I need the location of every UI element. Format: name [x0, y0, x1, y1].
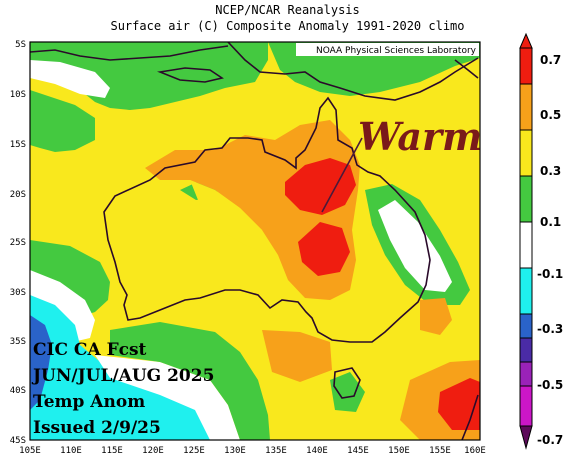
lon-label: 145E	[347, 446, 369, 456]
lat-label: 40S	[10, 386, 26, 396]
colorbar-swatch	[519, 385, 533, 427]
australia-coastline	[103, 96, 431, 343]
anomaly-band-green-south	[110, 322, 270, 440]
forecast-line-2: JUN/JUL/AUG 2025	[31, 366, 214, 386]
anomaly-band-cyan-southwest	[30, 295, 215, 440]
colorbar-swatch	[519, 129, 533, 177]
anomaly-band-yellow-interior	[190, 180, 270, 255]
anomaly-band-blue-southwest	[30, 315, 52, 410]
lat-label: 25S	[10, 238, 26, 248]
longitude-labels: 105E 110E 115E 120E 125E 130E 135E 140E …	[19, 446, 486, 456]
colorbar-label: -0.7	[537, 433, 563, 447]
anomaly-band-white-south	[95, 355, 240, 440]
credit-box	[296, 43, 479, 56]
coastlines	[30, 42, 479, 440]
lon-label: 110E	[60, 446, 82, 456]
lat-label: 35S	[10, 337, 26, 347]
lon-label: 160E	[464, 446, 486, 456]
colorbar-label: -0.1	[537, 267, 563, 281]
anomaly-band-green-west	[30, 90, 95, 152]
anomaly-band-white-east	[378, 200, 452, 292]
anomaly-band-green-tasman	[330, 372, 365, 412]
colorbar-swatch	[519, 83, 533, 131]
colorbar-swatch	[519, 47, 533, 85]
lat-label: 10S	[10, 90, 26, 100]
latitude-labels: 5S 10S 15S 20S 25S 30S 35S 40S 45S	[10, 40, 26, 446]
warm-pointer-line	[321, 137, 363, 213]
anomaly-core-red-north	[285, 158, 356, 215]
colorbar-swatch	[519, 313, 533, 339]
anomaly-core-red-southeast	[438, 378, 480, 430]
tasmania-coastline	[333, 367, 361, 399]
lon-label: 135E	[265, 446, 287, 456]
anomaly-band-orange-south	[262, 330, 332, 382]
anomaly-band-orange-east	[420, 298, 452, 335]
nz-coastline	[461, 394, 479, 440]
colorbar-swatch	[519, 175, 533, 223]
colorbar-swatch	[519, 337, 533, 363]
colorbar-swatch	[519, 361, 533, 387]
lat-label: 20S	[10, 190, 26, 200]
anomaly-field	[30, 42, 480, 440]
forecast-line-3: Temp Anom	[33, 392, 145, 412]
colorbar-label: 0.3	[540, 164, 561, 178]
credit-text: NOAA Physical Sciences Laboratory	[316, 46, 477, 56]
new-guinea-coastline	[227, 42, 479, 101]
colorbar-label: 0.1	[540, 215, 561, 229]
lat-label: 30S	[10, 288, 26, 298]
lon-label: 125E	[183, 446, 205, 456]
forecast-line-1: CIC CA Fcst	[33, 340, 147, 360]
warm-annotation: Warm	[358, 114, 482, 159]
map-frame	[29, 41, 481, 441]
chart-subtitle: Surface air (C) Composite Anomaly 1991-2…	[110, 19, 465, 33]
solomon-coastline	[454, 59, 479, 79]
lon-label: 140E	[306, 446, 328, 456]
lat-label: 15S	[10, 140, 26, 150]
anomaly-band-white-north	[30, 60, 110, 98]
lat-label: 5S	[15, 40, 26, 50]
lat-label: 45S	[10, 436, 26, 446]
colorbar-label: -0.5	[537, 378, 563, 392]
lon-label: 115E	[101, 446, 123, 456]
anomaly-core-red-east	[298, 222, 350, 276]
indonesia-coastline	[30, 45, 229, 61]
lon-label: 105E	[19, 446, 41, 456]
colorbar-label: 0.7	[540, 53, 561, 67]
lon-label: 130E	[224, 446, 246, 456]
forecast-line-4: Issued 2/9/25	[33, 418, 161, 438]
chart-title: NCEP/NCAR Reanalysis	[215, 3, 360, 17]
timor-coastline	[157, 67, 224, 83]
lon-label: 120E	[142, 446, 164, 456]
colorbar-label: -0.3	[537, 322, 563, 336]
colorbar-swatch	[519, 221, 533, 269]
colorbar-swatch	[519, 267, 533, 315]
colorbar-label: 0.5	[540, 108, 561, 122]
forecast-label-block: CIC CA Fcst JUN/JUL/AUG 2025 Temp Anom I…	[31, 340, 214, 438]
colorbar: 0.7 0.5 0.3 0.1 -0.1 -0.3 -0.5 -0.7	[519, 32, 563, 450]
colorbar-top-arrow	[519, 32, 533, 49]
lon-label: 155E	[429, 446, 451, 456]
colorbar-bottom-arrow	[519, 425, 533, 450]
lon-label: 150E	[388, 446, 410, 456]
